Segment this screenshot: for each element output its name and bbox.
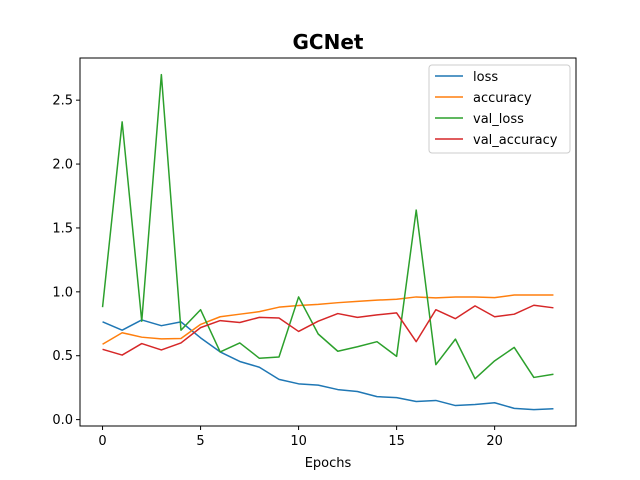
series-line-val-accuracy <box>102 304 554 356</box>
chart-title: GCNet <box>293 30 364 54</box>
x-tick-label: 15 <box>388 434 405 449</box>
series-lines <box>101 73 554 411</box>
legend-label: val_loss <box>473 112 524 127</box>
x-tick-label: 10 <box>290 434 307 449</box>
y-tick-label: 0.5 <box>52 349 73 364</box>
x-axis: 0 5 10 15 20 <box>98 426 503 449</box>
y-tick-label: 1.0 <box>52 285 73 300</box>
series-line-loss <box>102 319 554 411</box>
x-tick-label: 0 <box>98 434 106 449</box>
x-axis-label: Epochs <box>305 456 352 471</box>
legend-box <box>428 64 571 154</box>
plot-area-frame <box>79 57 577 427</box>
legend-label: accuracy <box>473 91 532 106</box>
y-tick-label: 2.0 <box>52 158 73 173</box>
x-tick-label: 5 <box>196 434 204 449</box>
y-tick-label: 0.0 <box>52 413 73 428</box>
legend-label: loss <box>473 70 498 85</box>
y-axis: 0.0 0.5 1.0 1.5 2.0 2.5 <box>52 94 80 428</box>
y-tick-label: 1.5 <box>52 221 73 236</box>
y-tick-label: 2.5 <box>52 94 73 109</box>
series-line-val-loss <box>101 73 554 380</box>
legend-label: val_accuracy <box>473 133 558 148</box>
series-line-accuracy <box>102 294 554 345</box>
legend: loss accuracy val_loss val_accuracy <box>428 64 571 154</box>
x-tick-label: 20 <box>486 434 503 449</box>
